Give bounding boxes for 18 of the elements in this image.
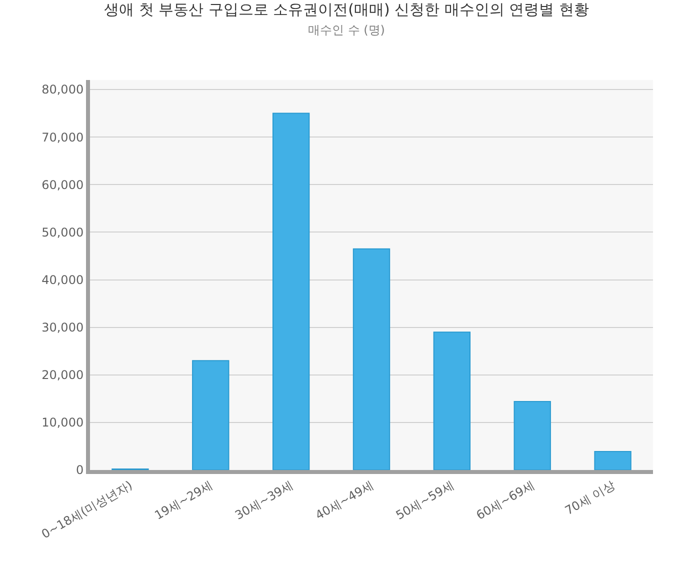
bar (433, 332, 471, 470)
y-tick-label: 40,000 (42, 272, 84, 287)
chart-title: 생애 첫 부동산 구입으로 소유권이전(매매) 신청한 매수인의 연령별 현황 (104, 0, 589, 18)
bar (352, 248, 390, 470)
y-tick-label: 0 (76, 463, 84, 478)
chart-subtitle: 매수인 수 (명) (308, 23, 385, 37)
y-tick-label: 80,000 (42, 82, 84, 97)
bar (272, 112, 310, 470)
y-tick-label: 60,000 (42, 178, 84, 192)
x-tick-label: 70세 이상 (562, 478, 618, 518)
y-tick-label: 70,000 (42, 130, 84, 144)
y-tick-label: 30,000 (42, 320, 84, 335)
bar (514, 401, 551, 470)
bar (594, 450, 632, 470)
y-tick-label: 50,000 (42, 225, 84, 240)
y-tick-label: 10,000 (42, 416, 84, 430)
bar (192, 360, 230, 470)
y-tick-label: 20,000 (42, 368, 84, 382)
